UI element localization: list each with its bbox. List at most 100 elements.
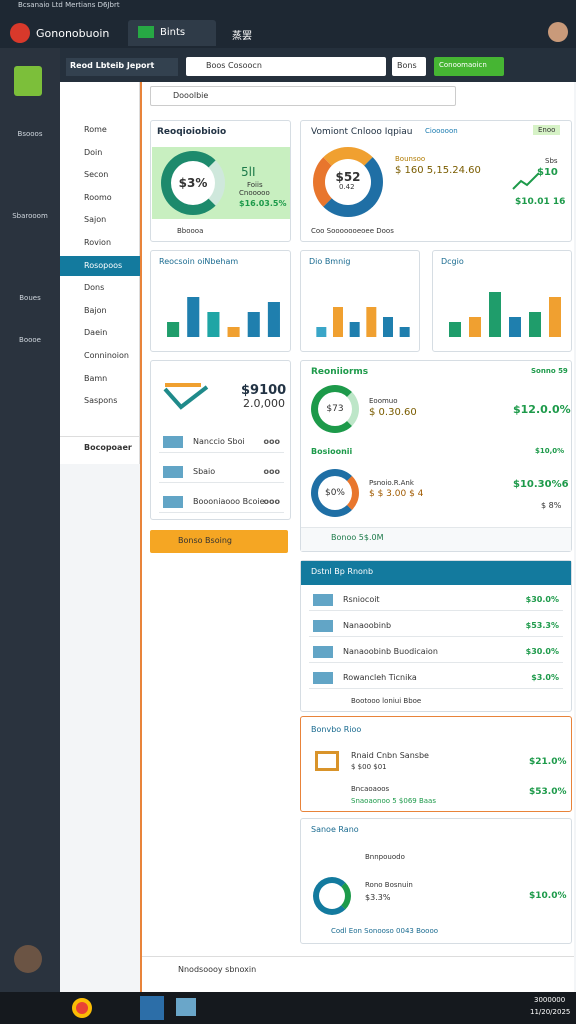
taskbar-app[interactable] [72,998,92,1018]
row-icon [163,496,183,508]
card-footer: Coo Sooooooeoee Doos [311,227,394,235]
bar [227,327,240,337]
nav-item[interactable]: Doin [84,147,103,157]
row-title: Rnaid Cnbn Sansbe [351,751,429,760]
taskbar [0,992,576,1024]
card-title: Vomiont Cnlooo Iqpiau [311,127,413,137]
window-caption: Bcsanaio Ltd Mertians D6Jbrt [18,1,120,9]
icon-sidebar [0,48,60,992]
card-footer: Bboooa [177,227,204,235]
big-value: 5lI [241,165,256,179]
detail-list: Rsniocoit $30.0% Nanaoobinb $53.3% Nanaoobin… [301,589,571,689]
nav-item[interactable]: Daein [84,328,108,338]
primary-button[interactable]: Conoomaoicn [434,57,504,76]
side-value: $10 [537,167,558,178]
tab-label[interactable]: Bints [160,27,186,38]
row-value: ooo [263,437,281,446]
row-sub: $3.3% [365,893,391,902]
row-icon [313,672,333,684]
row-value: $53.3% [525,621,559,630]
bar [549,297,561,337]
list-row: Rowancleh Ticnika $3.0% [309,667,563,689]
list-row: Nanccio Sboi ooo [159,431,284,453]
chart-title: Reocsoin oiNbeham [159,257,239,266]
nav-alert[interactable]: Bocopoaer [60,436,140,462]
donut-sub: 0.42 [339,183,355,191]
row-sub: $ $00 $01 [351,763,387,771]
status-bar: Nnodsoooy sbnoxin [142,956,574,986]
row-value: $53.0% [529,787,567,797]
chart-title: Dio Bmnig [309,257,351,266]
right-value: $10.30%6 [513,479,569,490]
right-value: $12.0.0% [513,403,571,416]
row-value: $21.0% [529,757,567,767]
row-icon [313,594,333,606]
profile[interactable] [14,945,42,973]
nav-item[interactable]: Rosopoos [60,255,140,276]
nav-item[interactable]: Bajon [84,305,107,315]
row-label: Nanaoobinb [343,621,392,630]
list-row: Sbaio ooo [159,461,284,483]
label: Bounsoo [395,155,426,163]
logo [14,66,42,96]
revenue-card: Reoniiorms Sonno 59 $73 Eoomuo $ 0.30.60… [300,360,572,552]
tab-label[interactable]: 蒸罢 [232,31,252,42]
address-bar[interactable]: Dooolbie [150,86,456,106]
value: $16.03.5% [239,199,287,208]
donut: $73 [311,385,359,433]
nav-item[interactable]: Secon [84,170,109,180]
nav-item[interactable]: Roomo [84,192,112,202]
row-label: Sbaio [193,467,216,476]
row-icon [313,620,333,632]
card-title: Reoqioiobioio [157,127,227,137]
report-select[interactable]: Reod Lbteib Jeport [66,58,178,76]
nav-item[interactable]: Sajon [84,215,107,225]
value: $ 0.30.60 [369,407,417,418]
card-footer: Codl Eon Sonooso 0043 Boooo [331,927,439,935]
chart-card: Dio Bmnig [300,250,420,352]
overview-card: Vomiont Cnlooo Iqpiau Ciooooon Enoo $52 … [300,120,572,242]
taskbar-app[interactable] [176,998,196,1016]
sidebar-label: Bsooos [17,130,43,138]
app-name[interactable]: Gononobuoin [36,27,110,40]
nav-item[interactable]: Saspons [84,396,118,406]
bar [449,322,461,337]
clock-time: 3000000 [534,996,566,1004]
link[interactable]: Ciooooon [425,127,458,135]
avatar[interactable] [548,22,568,42]
value: $9100 [241,383,287,398]
list-row: Nanaoobinb $53.3% [309,615,563,637]
nav-item[interactable]: Rome [84,125,107,134]
bar [366,307,377,337]
sub-value: 2.0,000 [243,397,285,410]
row-value: $30.0% [525,647,559,656]
chart-card: Reocsoin oiNbeham [150,250,291,352]
bar [349,322,360,337]
search-input[interactable]: Boos Cosoocn [186,57,386,76]
row-label: Nanaoobinb Buodicaion [343,647,438,656]
nav-item[interactable]: Conninoion [84,351,129,360]
donut-value: $52 [335,170,361,184]
card-footer: Bonoo 5$.0M [301,527,571,551]
row-value: $10.0% [529,891,567,901]
list-row: Nanaoobinb Buodicaion $30.0% [309,641,563,663]
detail-card: Dstnl Bp Rnonb Rsniocoit $30.0% Nanaoobinb… [300,560,572,712]
nav-item[interactable]: Bamn [84,373,108,383]
donut: $52 [313,147,383,217]
taskbar-app[interactable] [140,996,164,1020]
sidebar-label: Boooe [19,336,41,344]
value: $ 160 5,15.24.60 [395,165,481,176]
app-logo[interactable] [10,23,30,43]
action-button[interactable]: Bonso Bsoing [150,530,288,553]
sub-label: Foiis [247,181,263,189]
nav-item[interactable]: Rovion [84,238,112,247]
value: $ $ 3.00 $ 4 [369,489,424,499]
list-row: Rsniocoit $30.0% [309,589,563,611]
badge: Enoo [533,125,561,135]
bar [207,312,220,337]
nav-item[interactable]: Dons [84,283,105,293]
bar [489,292,501,337]
card-header: Dstnl Bp Rnonb [301,561,571,585]
button[interactable]: Bons [392,57,426,76]
